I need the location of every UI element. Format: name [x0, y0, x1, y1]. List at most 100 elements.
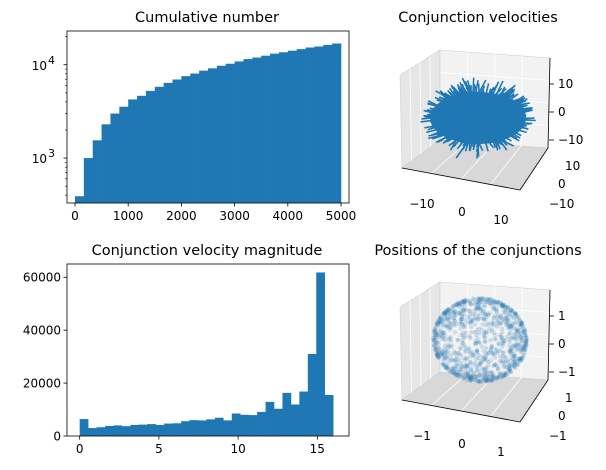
- x-tick-label: 10: [230, 442, 245, 456]
- position-point: [437, 328, 443, 334]
- position-point: [457, 357, 462, 363]
- position-point: [523, 332, 529, 338]
- position-point: [466, 374, 471, 379]
- z-tick-label: −10: [558, 133, 583, 147]
- position-point: [478, 298, 483, 304]
- position-point: [488, 300, 494, 306]
- position-point: [498, 354, 503, 359]
- bar: [305, 47, 315, 203]
- position-point: [512, 344, 517, 349]
- position-point: [481, 297, 487, 303]
- position-point: [497, 313, 503, 318]
- position-point: [476, 373, 482, 378]
- position-point: [432, 328, 437, 333]
- bar: [216, 65, 227, 204]
- position-point: [495, 363, 500, 369]
- position-point: [447, 312, 453, 317]
- position-point: [460, 298, 466, 304]
- position-point: [524, 335, 529, 340]
- bar: [172, 423, 182, 436]
- position-point: [462, 298, 468, 303]
- position-point: [507, 366, 512, 372]
- position-point: [432, 333, 437, 339]
- position-point: [456, 374, 461, 379]
- position-point: [451, 371, 457, 376]
- position-point: [519, 321, 524, 326]
- position-point: [485, 299, 490, 305]
- position-point: [523, 343, 528, 348]
- position-point: [513, 311, 518, 316]
- position-point: [483, 354, 489, 359]
- position-point: [481, 348, 486, 354]
- position-point: [452, 351, 458, 356]
- position-point: [521, 353, 526, 358]
- y-tick-label: 10: [565, 159, 580, 173]
- position-point: [491, 298, 496, 303]
- position-point: [489, 373, 495, 379]
- 3d-tick-labels: 10 0 −10 −10 0 10 10 0 −10: [409, 77, 583, 227]
- position-point: [453, 370, 458, 376]
- bar: [197, 420, 207, 436]
- position-point: [507, 347, 513, 353]
- position-point: [522, 333, 528, 338]
- position-point: [524, 339, 529, 344]
- position-point: [519, 322, 524, 327]
- position-point: [463, 348, 468, 353]
- bar: [138, 424, 148, 436]
- position-point: [463, 357, 468, 363]
- position-point: [464, 377, 470, 382]
- position-point: [520, 328, 526, 334]
- position-point: [507, 309, 513, 315]
- position-point: [497, 302, 502, 308]
- position-point: [477, 306, 483, 312]
- bar: [181, 76, 191, 203]
- position-point: [489, 377, 494, 383]
- position-point: [453, 365, 458, 371]
- position-point: [499, 335, 504, 340]
- position-point: [501, 364, 506, 369]
- position-point: [458, 300, 464, 306]
- bar: [270, 53, 280, 204]
- position-point: [456, 302, 462, 307]
- position-point: [433, 335, 438, 340]
- grid-line: [409, 68, 412, 162]
- position-point: [433, 347, 438, 353]
- position-point: [523, 347, 528, 353]
- position-point: [457, 321, 462, 326]
- position-point: [475, 305, 480, 311]
- z-tick-label: −1: [558, 365, 576, 379]
- position-point: [481, 372, 487, 377]
- position-point: [502, 355, 507, 361]
- position-point: [477, 297, 482, 302]
- position-point: [453, 309, 458, 315]
- position-point: [492, 306, 497, 311]
- position-point: [446, 307, 452, 312]
- position-point: [484, 377, 489, 382]
- position-point: [502, 372, 507, 377]
- position-point: [467, 360, 473, 365]
- position-point: [473, 316, 478, 321]
- position-point: [480, 375, 486, 381]
- position-point: [506, 363, 511, 368]
- position-point: [519, 320, 524, 325]
- position-point: [515, 358, 521, 364]
- position-point: [520, 323, 526, 328]
- position-point: [463, 318, 468, 323]
- position-point: [514, 362, 520, 368]
- position-point: [482, 329, 488, 334]
- position-point: [471, 301, 477, 307]
- position-point: [467, 350, 472, 355]
- position-point: [465, 374, 470, 380]
- position-point: [444, 365, 449, 371]
- position-point: [519, 347, 524, 353]
- position-point: [511, 362, 517, 367]
- grid-line: [429, 288, 431, 380]
- position-point: [492, 362, 498, 368]
- position-point: [519, 355, 524, 361]
- position-point: [485, 369, 491, 375]
- position-point: [484, 315, 489, 320]
- position-point: [506, 363, 512, 368]
- position-point: [479, 379, 484, 384]
- bar: [287, 50, 297, 203]
- position-point: [482, 369, 488, 374]
